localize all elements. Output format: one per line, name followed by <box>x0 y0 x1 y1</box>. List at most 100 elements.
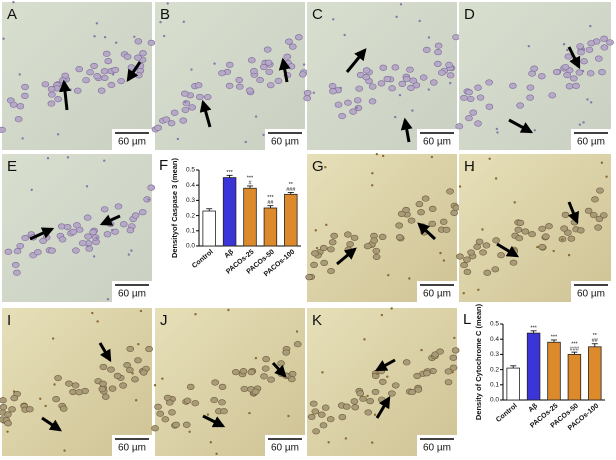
speck <box>213 62 216 65</box>
cell <box>528 231 536 238</box>
cell <box>69 228 78 235</box>
arrow <box>98 342 112 363</box>
cell <box>388 390 396 397</box>
cell <box>485 103 494 110</box>
cell <box>408 388 416 396</box>
speck <box>53 383 56 386</box>
speck <box>130 249 133 252</box>
cell <box>312 428 320 435</box>
cell <box>123 361 131 369</box>
cell <box>338 112 346 120</box>
cell <box>309 400 318 407</box>
micrograph: K 60 µm <box>307 307 460 456</box>
cell <box>89 229 97 236</box>
image-bg <box>459 2 611 150</box>
cell <box>71 382 80 389</box>
cell <box>326 416 335 423</box>
arrow <box>29 227 55 241</box>
cell <box>395 222 403 229</box>
cell <box>78 240 87 247</box>
cell <box>59 405 68 412</box>
speck <box>375 152 379 156</box>
speck <box>106 297 110 301</box>
speck <box>366 394 369 398</box>
cell <box>456 253 464 260</box>
x-tick-label: Aβ <box>527 402 539 414</box>
cell <box>194 82 203 89</box>
cell <box>516 219 525 226</box>
cell <box>377 80 386 87</box>
cell <box>267 376 275 383</box>
scale-text: 60 µm <box>271 443 299 454</box>
cell <box>575 69 584 76</box>
cell <box>606 39 614 46</box>
speck <box>51 337 55 340</box>
speck <box>363 338 366 341</box>
cell <box>465 115 473 122</box>
micrograph: D 60 µm <box>455 2 614 150</box>
cell <box>342 403 351 410</box>
significance: ### <box>286 187 296 193</box>
y-tick-label: 0.2 <box>490 366 499 373</box>
speck <box>133 35 136 39</box>
cell <box>196 93 204 101</box>
speck <box>93 35 96 38</box>
cell <box>388 85 396 92</box>
cell <box>138 209 147 216</box>
bar <box>263 207 278 247</box>
cell <box>463 256 471 263</box>
cell <box>356 390 365 397</box>
cell <box>75 389 83 396</box>
speck <box>18 73 21 76</box>
arrow <box>375 395 391 419</box>
cell <box>203 93 212 101</box>
arrow <box>59 79 71 111</box>
cell <box>182 421 191 428</box>
cell <box>379 378 387 385</box>
cell <box>591 196 599 203</box>
cell <box>86 69 94 76</box>
speck <box>30 188 33 192</box>
cell <box>561 63 570 71</box>
speck <box>381 154 385 158</box>
cell <box>218 70 226 77</box>
cell <box>264 59 273 66</box>
cell <box>594 224 602 231</box>
cell <box>538 225 546 232</box>
cell <box>438 69 446 76</box>
cell <box>329 88 337 95</box>
cell <box>442 226 451 233</box>
error-bar <box>206 208 213 212</box>
cell <box>391 64 400 71</box>
speck <box>439 251 442 255</box>
cell <box>474 84 482 91</box>
cell <box>311 250 319 257</box>
image-bg <box>307 154 457 302</box>
cell <box>147 184 156 191</box>
cell <box>377 396 386 403</box>
cell <box>225 82 234 89</box>
speck <box>91 311 94 315</box>
cell <box>402 359 411 366</box>
cell <box>599 212 608 219</box>
speck <box>262 133 265 137</box>
arrow <box>199 99 212 128</box>
cell <box>260 373 268 380</box>
cell <box>168 409 176 416</box>
speck <box>600 161 604 164</box>
cell <box>108 385 117 392</box>
cell <box>100 68 109 75</box>
cell <box>364 409 373 416</box>
image-bg <box>307 2 457 150</box>
cell <box>54 96 62 103</box>
speck <box>427 88 430 91</box>
speck <box>339 86 342 90</box>
speck <box>2 37 5 40</box>
cell <box>594 55 603 62</box>
arrow <box>400 117 413 143</box>
significance: ** <box>289 182 294 188</box>
cell <box>538 73 546 80</box>
significance: ## <box>592 338 599 344</box>
cell <box>409 77 418 84</box>
